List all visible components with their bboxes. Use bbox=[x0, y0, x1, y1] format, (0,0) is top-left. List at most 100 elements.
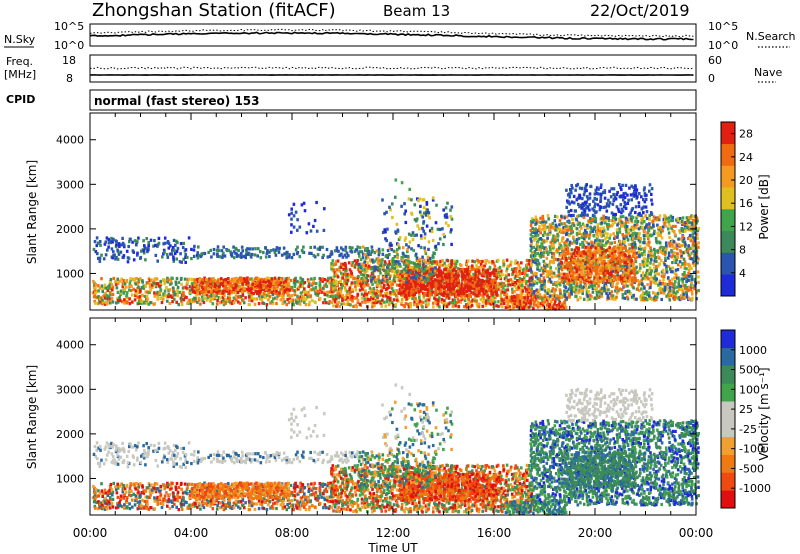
power-scatter-cell bbox=[452, 274, 456, 278]
power-scatter-cell bbox=[104, 291, 107, 295]
power-scatter-cell bbox=[483, 272, 486, 276]
power-scatter-cell bbox=[472, 275, 476, 279]
power-scatter-cell bbox=[353, 296, 357, 300]
power-scatter-cell bbox=[436, 274, 439, 278]
power-scatter-cell bbox=[286, 287, 290, 291]
power-scatter-cell bbox=[396, 253, 399, 257]
power-scatter-cell bbox=[689, 246, 693, 250]
power-scatter-cell bbox=[522, 276, 526, 280]
power-scatter-cell bbox=[647, 224, 651, 228]
power-scatter-cell bbox=[439, 276, 442, 280]
power-scatter-cell bbox=[393, 277, 397, 281]
power-scatter-cell bbox=[410, 291, 413, 295]
power-scatter-cell bbox=[534, 215, 538, 219]
power-scatter-cell bbox=[264, 246, 267, 250]
power-scatter-cell bbox=[479, 263, 483, 267]
power-scatter-cell bbox=[648, 214, 652, 218]
power-scatter-cell bbox=[412, 290, 415, 294]
power-scatter-cell bbox=[667, 231, 671, 235]
power-scatter-cell bbox=[530, 254, 533, 258]
power-scatter-cell bbox=[464, 286, 467, 290]
power-scatter-cell bbox=[646, 231, 650, 235]
power-scatter-cell bbox=[377, 262, 381, 266]
power-scatter-cell bbox=[116, 300, 120, 304]
power-scatter-cell bbox=[356, 292, 360, 296]
power-scatter-cell bbox=[515, 304, 519, 309]
power-scatter-cell bbox=[169, 244, 172, 248]
power-scatter-cell bbox=[307, 283, 311, 288]
power-scatter-cell bbox=[677, 237, 680, 241]
power-scatter-cell bbox=[141, 293, 144, 297]
power-scatter-cell bbox=[669, 219, 673, 223]
power-scatter-cell bbox=[547, 288, 550, 292]
power-scatter-cell bbox=[196, 253, 199, 258]
power-scatter-cell bbox=[230, 289, 233, 293]
power-scatter-cell bbox=[689, 216, 693, 221]
power-scatter-cell bbox=[530, 239, 533, 243]
power-scatter-cell bbox=[138, 301, 141, 305]
power-scatter-cell bbox=[410, 233, 413, 237]
power-scatter-cell bbox=[116, 277, 119, 281]
power-scatter-cell bbox=[125, 295, 129, 299]
power-scatter-cell bbox=[145, 301, 149, 305]
power-scatter-cell bbox=[438, 227, 442, 232]
power-scatter-cell bbox=[402, 270, 406, 274]
power-scatter-cell bbox=[595, 290, 599, 295]
power-scatter-cell bbox=[146, 290, 149, 294]
power-scatter-cell bbox=[658, 241, 662, 245]
power-scatter-cell bbox=[164, 279, 167, 283]
power-scatter-cell bbox=[320, 290, 323, 294]
power-scatter-cell bbox=[254, 289, 257, 293]
power-scatter-cell bbox=[504, 288, 508, 292]
power-scatter-cell bbox=[683, 266, 687, 270]
power-scatter-cell bbox=[372, 298, 375, 302]
power-scatter-cell bbox=[346, 272, 350, 276]
power-scatter-cell bbox=[437, 285, 441, 289]
power-scatter-cell bbox=[424, 213, 428, 217]
power-scatter-cell bbox=[603, 266, 606, 270]
power-scatter-cell bbox=[539, 301, 543, 305]
power-scatter-cell bbox=[555, 248, 559, 252]
power-scatter-cell bbox=[693, 284, 697, 288]
power-scatter-cell bbox=[203, 281, 207, 285]
power-scatter-cell bbox=[532, 302, 536, 307]
power-scatter-cell bbox=[529, 219, 533, 224]
power-scatter-cell bbox=[108, 283, 111, 287]
power-scatter-cell bbox=[451, 270, 455, 274]
power-scatter-cell bbox=[337, 300, 340, 304]
power-scatter-cell bbox=[252, 291, 255, 296]
power-scatter-cell bbox=[184, 248, 188, 252]
power-scatter-cell bbox=[432, 284, 435, 288]
power-scatter-cell bbox=[142, 251, 146, 255]
power-scatter-cell bbox=[621, 296, 625, 300]
power-scatter-cell bbox=[687, 226, 690, 230]
power-scatter-cell bbox=[530, 230, 534, 235]
power-scatter-cell bbox=[589, 221, 593, 225]
power-scatter-cell bbox=[117, 252, 121, 256]
power-scatter-cell bbox=[405, 273, 408, 277]
power-scatter-cell bbox=[545, 270, 549, 274]
power-scatter-cell bbox=[349, 283, 353, 287]
power-scatter-cell bbox=[653, 298, 656, 302]
power-scatter-cell bbox=[619, 215, 623, 219]
power-scatter-cell bbox=[450, 279, 453, 283]
power-scatter-cell bbox=[548, 277, 552, 281]
power-scatter-cell bbox=[400, 287, 403, 291]
power-scatter-cell bbox=[388, 260, 391, 264]
power-scatter-cell bbox=[653, 266, 656, 270]
power-scatter-cell bbox=[662, 219, 666, 224]
power-scatter-cell bbox=[670, 226, 673, 230]
power-scatter-cell bbox=[205, 291, 209, 295]
power-scatter-cell bbox=[196, 277, 199, 282]
power-scatter-cell bbox=[494, 296, 497, 300]
power-scatter-cell bbox=[537, 262, 541, 266]
power-scatter-cell bbox=[372, 291, 375, 295]
power-scatter-cell bbox=[260, 297, 264, 302]
power-scatter-cell bbox=[386, 248, 390, 253]
power-scatter-cell bbox=[599, 241, 603, 245]
power-scatter-cell bbox=[655, 277, 658, 281]
power-scatter-cell bbox=[673, 293, 677, 298]
power-scatter-cell bbox=[470, 303, 474, 308]
power-scatter-cell bbox=[646, 275, 649, 279]
power-scatter-cell bbox=[488, 278, 491, 282]
